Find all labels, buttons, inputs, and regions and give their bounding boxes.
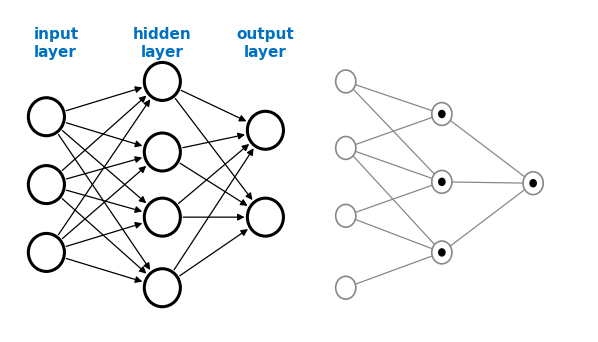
- Text: hidden
layer: hidden layer: [133, 27, 192, 60]
- Circle shape: [432, 241, 452, 264]
- Circle shape: [28, 234, 65, 272]
- Circle shape: [523, 172, 543, 195]
- Circle shape: [335, 70, 356, 93]
- Circle shape: [439, 249, 445, 256]
- Circle shape: [439, 110, 445, 118]
- Circle shape: [144, 63, 181, 101]
- Circle shape: [335, 136, 356, 159]
- Circle shape: [144, 269, 181, 307]
- Circle shape: [432, 103, 452, 126]
- Circle shape: [335, 276, 356, 299]
- Text: output
layer: output layer: [237, 27, 294, 60]
- Circle shape: [335, 205, 356, 227]
- Circle shape: [248, 198, 283, 236]
- Text: input
layer: input layer: [33, 27, 78, 60]
- Circle shape: [439, 178, 445, 185]
- Circle shape: [144, 133, 181, 171]
- Circle shape: [530, 180, 536, 187]
- Circle shape: [432, 170, 452, 193]
- Circle shape: [28, 166, 65, 203]
- Circle shape: [144, 198, 181, 236]
- Circle shape: [248, 111, 283, 149]
- Circle shape: [28, 98, 65, 136]
